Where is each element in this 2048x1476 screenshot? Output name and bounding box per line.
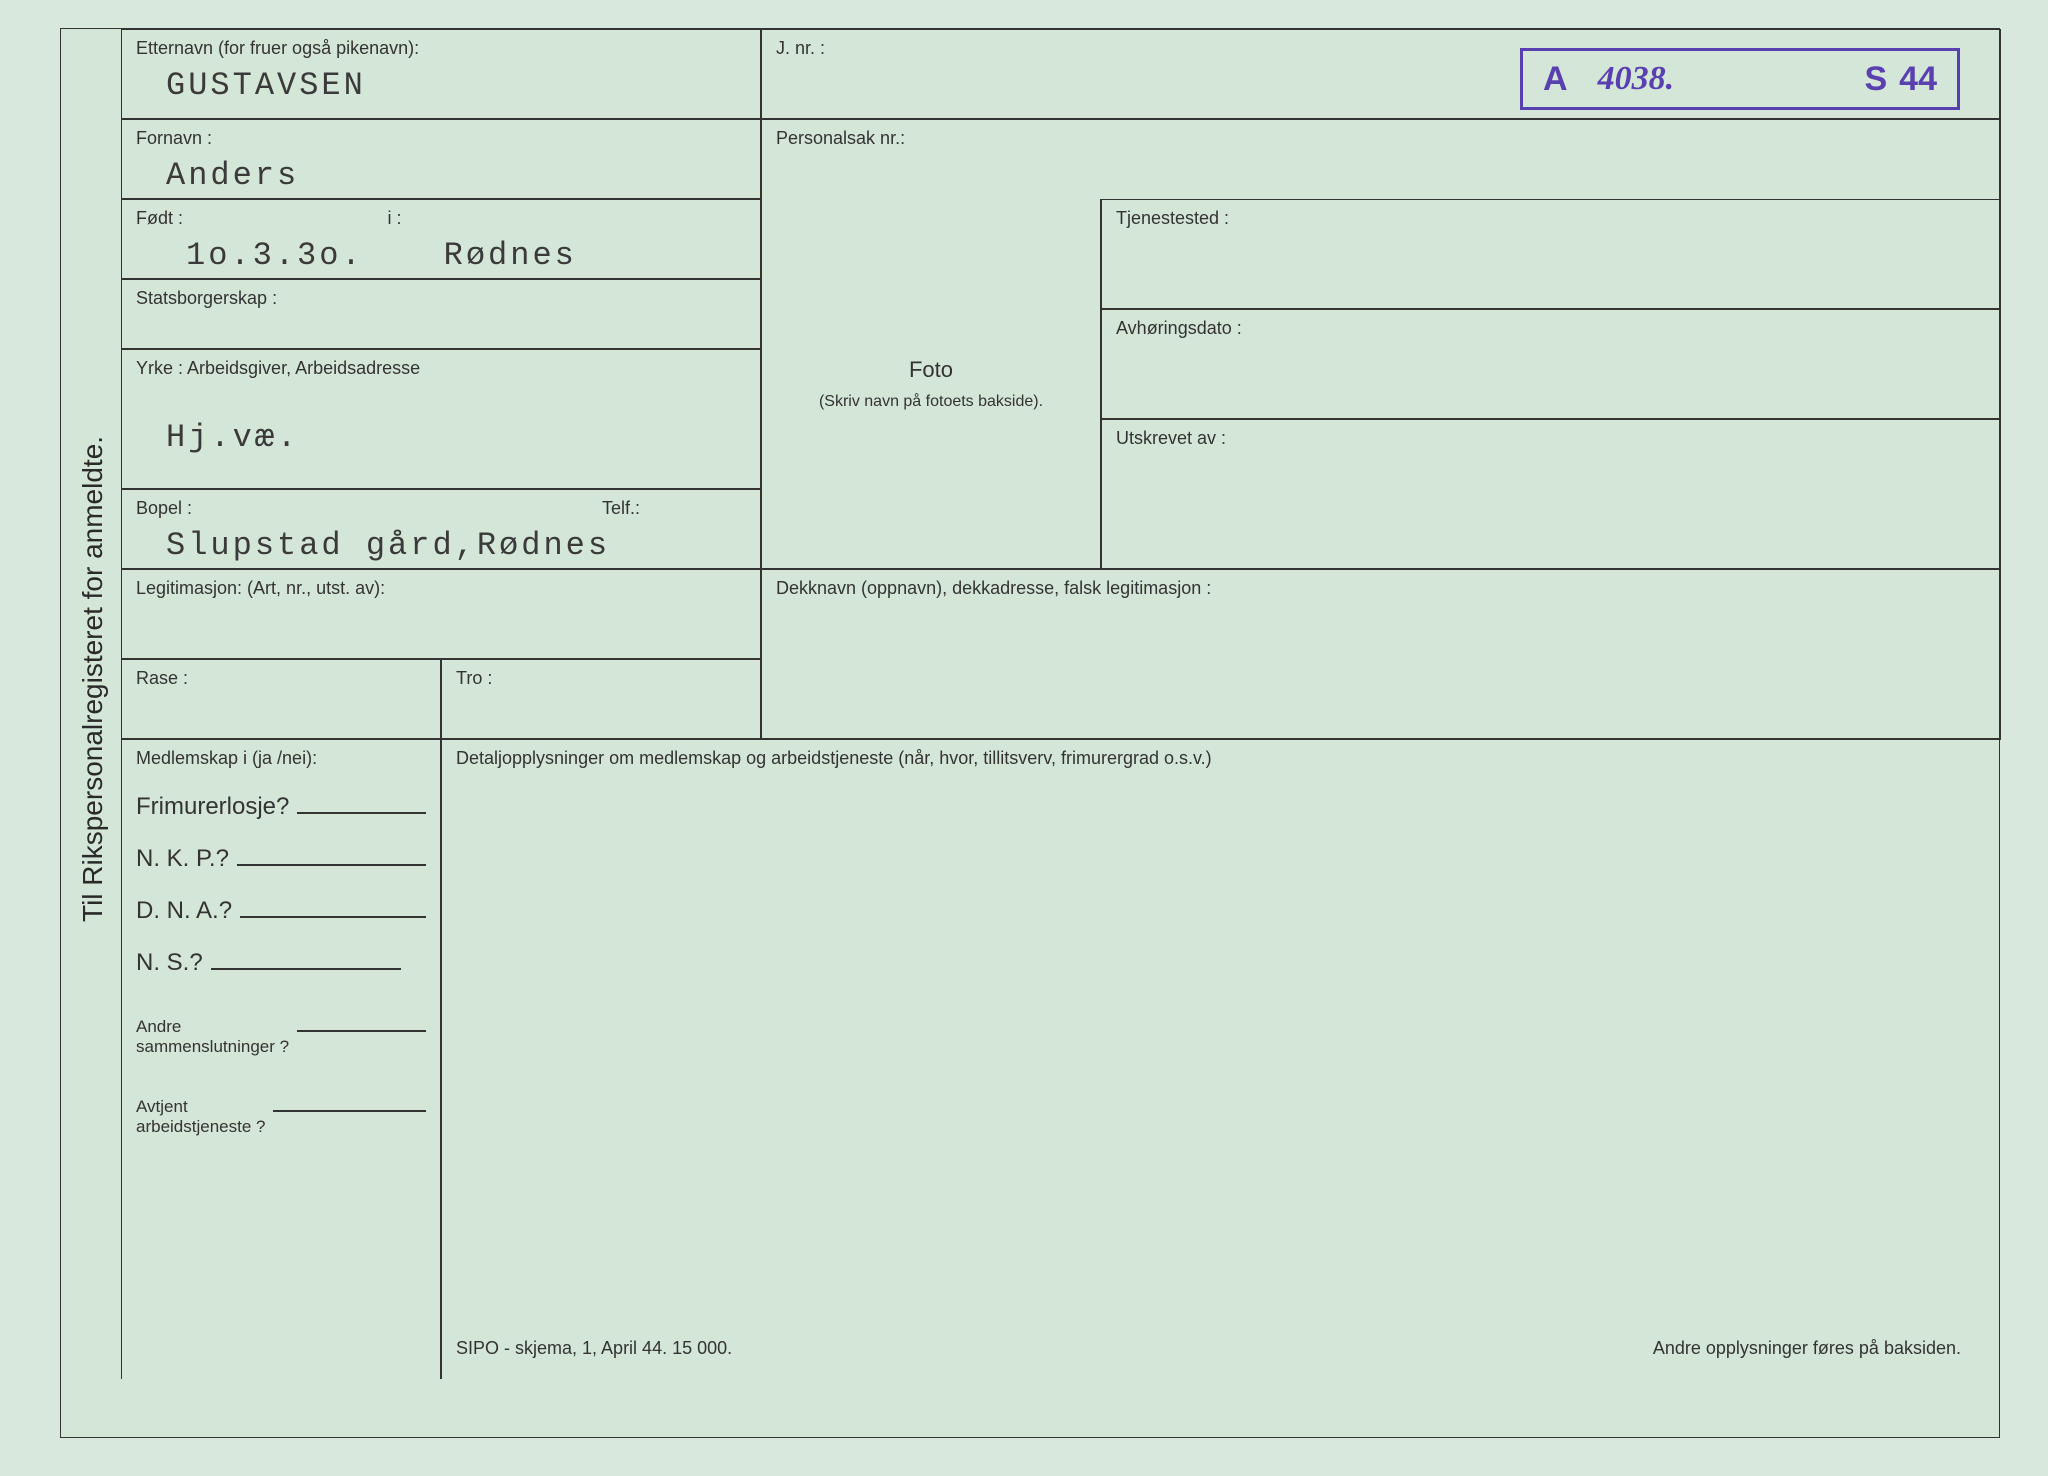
registration-card: Til Rikspersonalregisteret for anmeldte.… — [60, 28, 2000, 1438]
value-bopel: Slupstad gård,Rødnes — [166, 527, 746, 564]
field-yrke: Yrke : Arbeidsgiver, Arbeidsadresse Hj.v… — [121, 349, 761, 489]
label-detalj: Detaljopplysninger om medlemskap og arbe… — [456, 748, 1987, 769]
field-statsborgerskap: Statsborgerskap : — [121, 279, 761, 349]
field-fornavn: Fornavn : Anders — [121, 119, 761, 199]
label-legitimasjon: Legitimasjon: (Art, nr., utst. av): — [136, 578, 746, 599]
label-statsborgerskap: Statsborgerskap : — [136, 288, 746, 309]
label-avhoringsdato: Avhøringsdato : — [1116, 318, 1986, 339]
stamp-a: A — [1543, 60, 1568, 99]
footer-right: Andre opplysninger føres på baksiden. — [1653, 1338, 1961, 1359]
field-detalj: Detaljopplysninger om medlemskap og arbe… — [441, 739, 2001, 1379]
stamp-box: A 4038. S 44 — [1520, 48, 1960, 110]
foto-center: Foto (Skriv navn på fotoets bakside). — [762, 357, 1100, 411]
field-avhoringsdato: Avhøringsdato : — [1101, 309, 2001, 419]
label-bopel: Bopel : — [136, 498, 192, 518]
membership-frimurer: Frimurerlosje? — [136, 793, 426, 821]
value-fodt-i: Rødnes — [444, 237, 577, 274]
stamp-s2: 44 — [1899, 60, 1937, 99]
stamp-num: 4038. — [1598, 60, 1865, 98]
value-fornavn: Anders — [166, 157, 746, 194]
field-fodt: Født : i : 1o.3.3o. Rødnes — [121, 199, 761, 279]
footer-form: SIPO - skjema, 1, April 44. 15 000. — [456, 1338, 732, 1359]
field-dekknavn: Dekknavn (oppnavn), dekkadresse, falsk l… — [761, 569, 2001, 739]
field-rase: Rase : — [121, 659, 441, 739]
membership-dna: D. N. A.? — [136, 897, 426, 925]
stamp-s: S — [1864, 60, 1887, 99]
label-tro: Tro : — [456, 668, 746, 689]
membership-avtjent: Avtjent arbeidstjeneste ? — [136, 1097, 426, 1137]
value-etternavn: GUSTAVSEN — [166, 67, 746, 104]
field-tjenestested: Tjenestested : — [1101, 199, 2001, 309]
field-legitimasjon: Legitimasjon: (Art, nr., utst. av): — [121, 569, 761, 659]
label-etternavn: Etternavn (for fruer også pikenavn): — [136, 38, 746, 59]
label-foto-sub: (Skriv navn på fotoets bakside). — [762, 393, 1100, 411]
membership-nkp: N. K. P.? — [136, 845, 426, 873]
field-etternavn: Etternavn (for fruer også pikenavn): GUS… — [121, 29, 761, 119]
label-yrke: Yrke : Arbeidsgiver, Arbeidsadresse — [136, 358, 746, 379]
field-foto: Foto (Skriv navn på fotoets bakside). — [761, 199, 1101, 569]
field-utskrevet: Utskrevet av : — [1101, 419, 2001, 569]
membership-ns: N. S.? — [136, 949, 426, 977]
field-tro: Tro : — [441, 659, 761, 739]
form-area: Etternavn (for fruer også pikenavn): GUS… — [121, 29, 1999, 1437]
label-medlemskap: Medlemskap i (ja /nei): — [136, 748, 426, 769]
label-telf: Telf.: — [602, 498, 640, 519]
membership-list: Frimurerlosje? N. K. P.? D. N. A.? N. S.… — [136, 793, 426, 1137]
label-dekknavn: Dekknavn (oppnavn), dekkadresse, falsk l… — [776, 578, 1986, 599]
field-personalsak: Personalsak nr.: — [761, 119, 2001, 199]
label-utskrevet: Utskrevet av : — [1116, 428, 1986, 449]
value-fodt: 1o.3.3o. — [186, 237, 364, 274]
vertical-title: Til Rikspersonalregisteret for anmeldte. — [73, 129, 113, 1229]
label-fodt: Født : — [136, 208, 183, 228]
label-rase: Rase : — [136, 668, 426, 689]
label-personalsak: Personalsak nr.: — [776, 128, 1986, 149]
field-medlemskap: Medlemskap i (ja /nei): Frimurerlosje? N… — [121, 739, 441, 1379]
field-jnr: J. nr. : A 4038. S 44 — [761, 29, 2001, 119]
label-foto: Foto — [762, 357, 1100, 383]
value-yrke: Hj.væ. — [166, 419, 746, 456]
field-bopel: Bopel : Telf.: Slupstad gård,Rødnes — [121, 489, 761, 569]
label-tjenestested: Tjenestested : — [1116, 208, 1986, 229]
label-fornavn: Fornavn : — [136, 128, 746, 149]
membership-andre: Andre sammenslutninger ? — [136, 1017, 426, 1057]
label-fodt-i: i : — [387, 208, 401, 228]
